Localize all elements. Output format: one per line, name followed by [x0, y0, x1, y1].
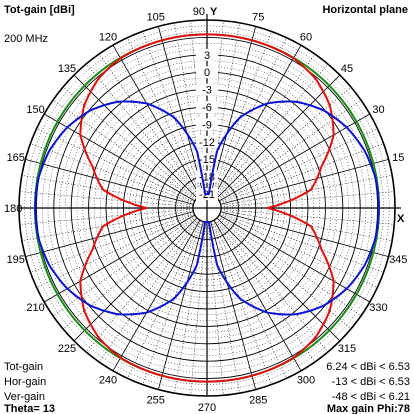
radial-tick-label: 3	[204, 50, 210, 62]
angle-tick-label: 255	[147, 394, 165, 406]
angle-tick-label: 150	[26, 104, 44, 116]
frequency-label: 200 MHz	[4, 33, 48, 45]
angle-tick-label: 15	[392, 152, 404, 164]
angle-tick-label: 30	[372, 104, 384, 116]
radial-tick-bg	[196, 118, 218, 131]
radial-tick-label: -12	[199, 137, 215, 149]
radial-tick-label: 0	[204, 67, 210, 79]
angle-tick-label: 90	[193, 6, 205, 18]
radial-tick-bg	[196, 66, 218, 79]
chart-title: Tot-gain [dBi]	[4, 4, 75, 16]
angle-tick-label: 105	[147, 12, 165, 24]
legend-range-tot: 6.24 < dBi < 6.53	[326, 361, 410, 373]
angle-tick-label: 165	[7, 152, 25, 164]
max-gain-label: Max gain Phi:78	[327, 403, 410, 414]
angle-tick-label: 195	[7, 254, 25, 266]
minor-spoke	[211, 221, 272, 385]
minor-spoke	[220, 143, 384, 204]
angle-tick-label: 180	[4, 203, 22, 215]
legend-range-hor: -13 < dBi < 6.53	[332, 376, 410, 388]
angle-tick-label: 45	[341, 63, 353, 75]
angle-tick-label: 210	[26, 302, 44, 314]
series-ver-gain-line	[34, 100, 380, 316]
radial-tick-bg	[196, 83, 218, 96]
angle-tick-label: 270	[198, 402, 216, 414]
plane-label: Horizontal plane	[322, 4, 408, 16]
y-axis-label: Y	[210, 6, 218, 18]
angle-tick-label: 240	[99, 374, 117, 386]
polar-grid: YX	[18, 6, 405, 397]
angle-tick-label: 135	[58, 63, 76, 75]
radial-tick-label: -3	[202, 85, 212, 97]
minor-spoke	[98, 219, 200, 363]
radial-tick-label: -15	[199, 154, 215, 166]
radial-tick-label: -9	[202, 119, 212, 131]
legend-label-ver: Ver-gain	[4, 391, 45, 403]
radial-tick-bg	[196, 48, 218, 61]
angle-tick-labels: 1530456075901051201351501651801952102252…	[4, 6, 407, 414]
radial-tick-bg	[196, 101, 218, 113]
legend-label-tot: Tot-gain	[4, 361, 43, 373]
angle-tick-label: 285	[249, 394, 267, 406]
radial-tick-bg	[196, 153, 218, 166]
radial-tick-labels: 30-3-6-9-12-15-18-21	[196, 48, 218, 201]
radial-tick-label: -6	[202, 102, 212, 114]
minor-spoke	[218, 99, 362, 201]
minor-spoke	[220, 212, 384, 273]
radial-tick-bg	[196, 135, 218, 148]
angle-tick-label: 345	[389, 254, 407, 266]
angle-tick-label: 330	[369, 302, 387, 314]
minor-spoke	[142, 221, 203, 385]
series-hor-gain-line	[79, 33, 335, 383]
angle-tick-label: 300	[297, 374, 315, 386]
angle-tick-label: 60	[300, 32, 312, 44]
legend-label-hor: Hor-gain	[4, 376, 46, 388]
minor-spoke	[218, 215, 362, 317]
angle-tick-label: 315	[338, 343, 356, 355]
angle-tick-label: 225	[58, 343, 76, 355]
legend-range-ver: -48 < dBi < 6.21	[332, 391, 410, 403]
theta-label: Theta= 13	[4, 403, 55, 414]
gain-curves	[34, 33, 380, 383]
minor-spoke	[214, 219, 316, 363]
angle-tick-label: 75	[252, 12, 264, 24]
angle-tick-label: 120	[99, 32, 117, 44]
minor-spoke	[52, 99, 196, 201]
x-axis-label: X	[397, 213, 405, 225]
